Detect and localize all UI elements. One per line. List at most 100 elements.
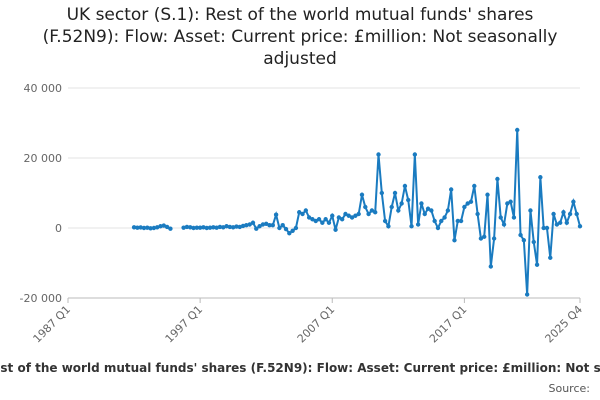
data-point [263, 221, 269, 226]
data-point [379, 190, 385, 196]
data-point [184, 224, 190, 230]
data-point [280, 223, 285, 228]
data-point [435, 225, 441, 231]
data-point [425, 206, 431, 211]
data-point [240, 223, 246, 229]
data-point [376, 152, 381, 157]
data-point [224, 224, 229, 229]
data-point [574, 211, 579, 217]
data-point [402, 183, 408, 189]
data-point [501, 222, 507, 227]
data-point [531, 239, 536, 245]
data-point [207, 225, 213, 230]
data-point [154, 225, 160, 230]
data-point [366, 211, 371, 217]
data-point [349, 215, 355, 220]
data-point [458, 218, 464, 224]
data-point [468, 199, 474, 204]
data-point [488, 264, 494, 269]
data-point [534, 262, 540, 267]
data-point [541, 225, 546, 231]
data-point [498, 215, 503, 220]
data-point [373, 210, 378, 215]
data-point [485, 192, 490, 197]
x-tick-label: 1987 Q1 [31, 303, 74, 346]
data-point [577, 224, 583, 229]
data-point [465, 201, 470, 206]
data-point [237, 224, 242, 230]
data-point [306, 215, 312, 220]
data-point [508, 199, 513, 204]
data-point [392, 190, 398, 196]
data-point [551, 211, 556, 217]
data-point [548, 255, 553, 260]
data-point [138, 225, 143, 230]
data-point [141, 225, 147, 231]
data-point [168, 226, 173, 231]
data-point [297, 210, 302, 215]
data-point [148, 226, 153, 231]
data-point [412, 152, 418, 157]
data-point [330, 213, 335, 218]
data-point [135, 225, 140, 230]
data-point [564, 220, 569, 225]
data-point [257, 224, 262, 229]
y-tick-label: 0 [55, 222, 62, 235]
data-point [211, 225, 216, 230]
data-point [452, 238, 457, 243]
data-point [333, 227, 338, 232]
x-tick-label: 1997 Q1 [163, 303, 206, 346]
data-point [359, 192, 365, 197]
data-point [221, 225, 226, 230]
data-point [267, 223, 272, 228]
x-axis-label: UK sector (S.1): Rest of the world mutua… [0, 361, 600, 375]
data-point [399, 201, 404, 206]
data-point [521, 238, 527, 243]
x-tick-label: 2007 Q1 [295, 303, 338, 346]
data-point [197, 225, 203, 230]
data-point [194, 225, 200, 230]
data-point [415, 222, 421, 227]
data-point [448, 187, 454, 192]
data-point [303, 208, 309, 213]
data-point [204, 225, 209, 231]
data-point [346, 213, 351, 218]
data-point [495, 176, 500, 182]
data-point [445, 208, 451, 213]
data-point [442, 215, 447, 220]
data-point [313, 218, 318, 224]
data-point [164, 224, 170, 230]
data-point [382, 218, 388, 224]
data-point [422, 211, 427, 217]
data-point [131, 225, 137, 230]
data-point [409, 224, 414, 229]
data-point [356, 211, 361, 217]
data-point [472, 183, 477, 189]
x-tick-label: 2017 Q1 [427, 303, 470, 346]
data-point [217, 224, 223, 230]
data-point [244, 223, 249, 228]
data-point [290, 228, 295, 233]
data-point [363, 204, 368, 210]
data-point [277, 225, 282, 231]
data-point [145, 225, 150, 230]
data-point [151, 225, 157, 231]
data-point [432, 218, 437, 224]
data-point [339, 217, 345, 222]
data-point [316, 217, 322, 222]
data-point [287, 231, 292, 236]
data-point [557, 220, 563, 225]
data-point [528, 208, 533, 213]
data-point [524, 292, 530, 297]
data-point [429, 208, 434, 213]
data-point [369, 208, 375, 213]
data-point [567, 211, 573, 217]
data-point [191, 225, 196, 231]
data-point [234, 224, 239, 229]
data-point [181, 225, 186, 230]
data-line [133, 129, 581, 295]
data-point [505, 201, 510, 206]
chart-title: UK sector (S.1): Rest of the world mutua… [42, 5, 558, 69]
